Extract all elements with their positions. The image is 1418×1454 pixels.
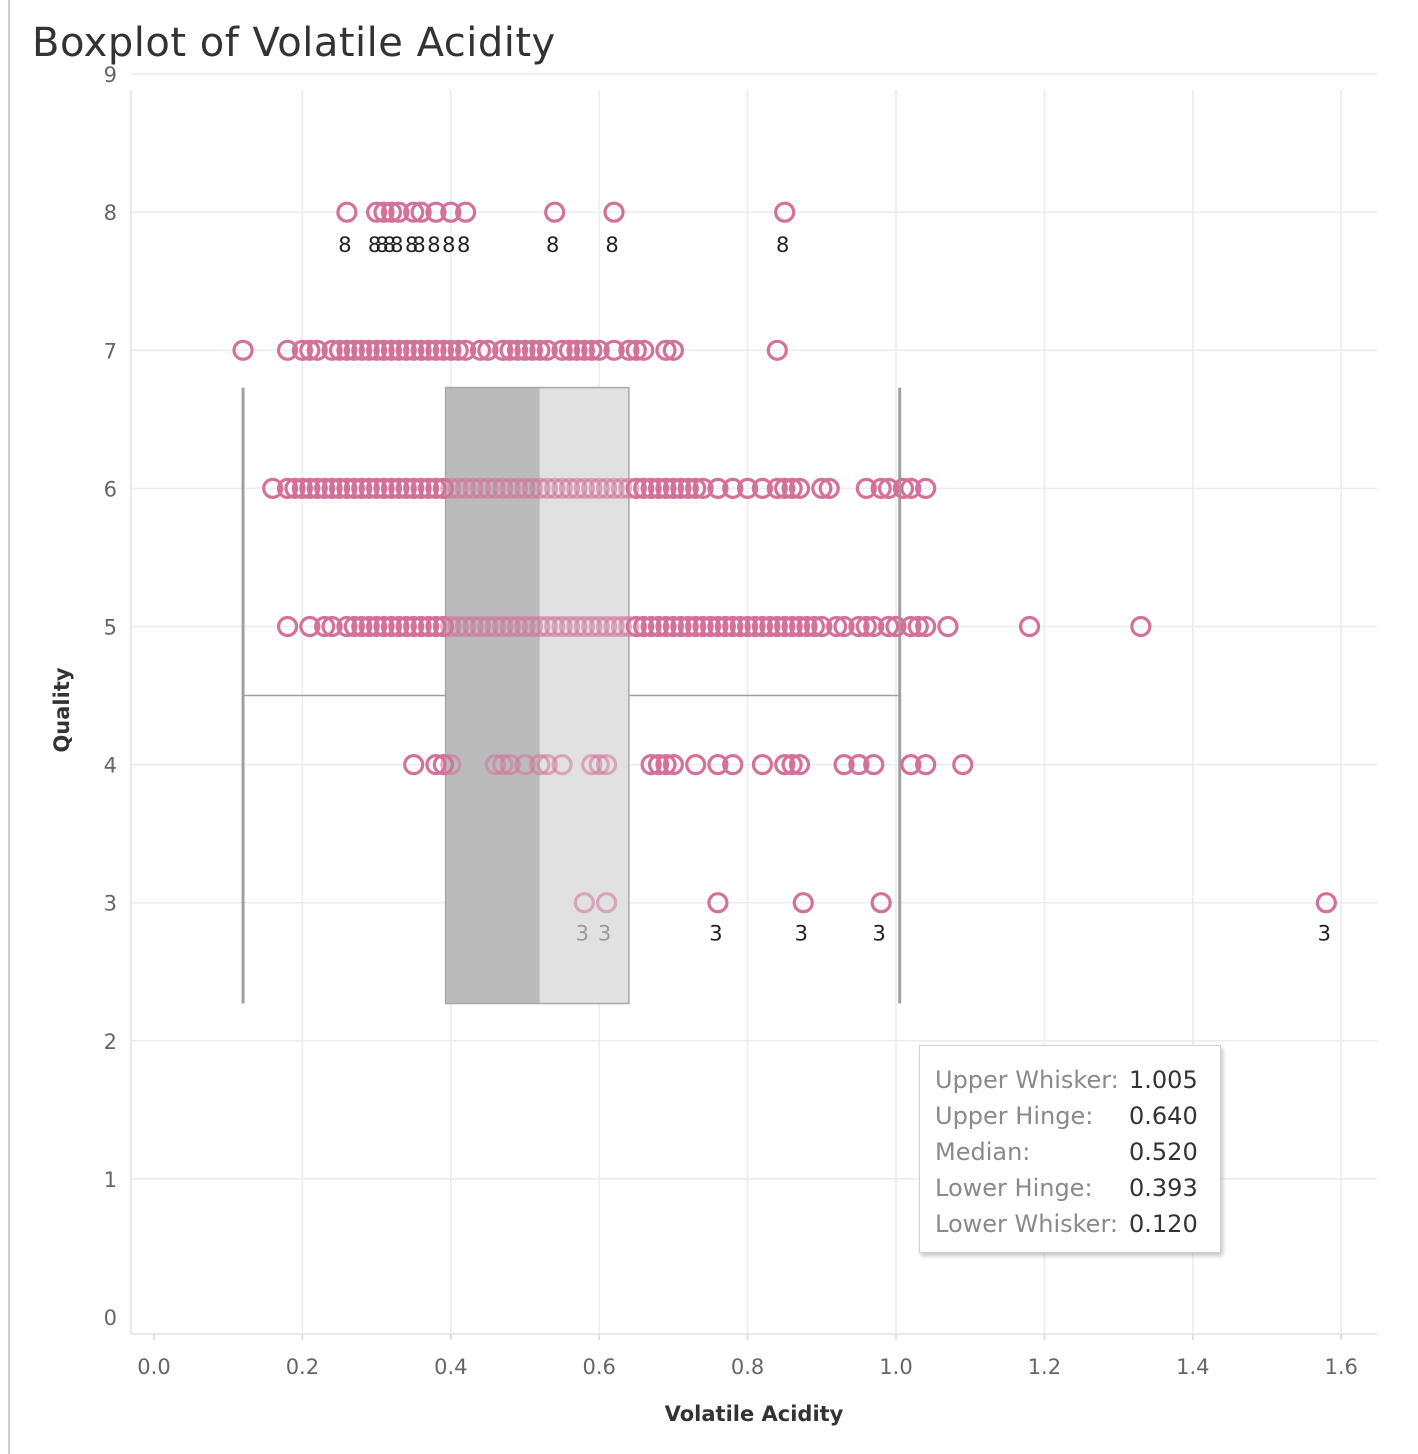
tooltip-label: Median: — [935, 1138, 1129, 1166]
data-label-q3: 3 — [709, 922, 722, 946]
tooltip-value: 0.393 — [1129, 1174, 1198, 1202]
tooltip-row-median: Median: 0.520 — [935, 1134, 1206, 1170]
x-tick-label: 1.4 — [1176, 1355, 1209, 1379]
x-tick-label: 0.8 — [731, 1355, 764, 1379]
y-tick-label: 6 — [104, 477, 117, 501]
y-tick-label: 4 — [104, 754, 117, 778]
x-tick-label: 0.2 — [286, 1355, 319, 1379]
y-tick-label: 9 — [104, 63, 117, 87]
y-tick-label: 7 — [104, 339, 117, 363]
data-label-q8: 8 — [605, 233, 618, 257]
data-label-q8: 8 — [776, 233, 789, 257]
y-tick-label: 1 — [104, 1168, 117, 1192]
tooltip-value: 0.640 — [1129, 1102, 1198, 1130]
tooltip-label: Lower Hinge: — [935, 1174, 1129, 1202]
tooltip-row-upper-whisker: Upper Whisker: 1.005 — [935, 1062, 1206, 1098]
data-label-q3: 3 — [576, 922, 589, 946]
y-tick-label: 5 — [104, 616, 117, 640]
data-label-q3: 3 — [1318, 922, 1331, 946]
y-tick-label: 3 — [104, 892, 117, 916]
data-label-q8: 8 — [546, 233, 559, 257]
data-label-q3: 3 — [872, 922, 885, 946]
x-tick-label: 1.0 — [879, 1355, 912, 1379]
tooltip-value: 0.120 — [1129, 1210, 1198, 1238]
x-tick-label: 0.0 — [137, 1355, 170, 1379]
points-layer — [234, 203, 1335, 912]
y-axis-title: Quality — [50, 667, 74, 752]
data-label-q8: 8 — [442, 233, 455, 257]
data-label-q3: 3 — [795, 922, 808, 946]
data-label-q8: 8 — [427, 233, 440, 257]
tooltip-row-lower-whisker: Lower Whisker: 0.120 — [935, 1206, 1206, 1242]
tooltip-value: 0.520 — [1129, 1138, 1198, 1166]
x-tick-label: 0.6 — [582, 1355, 615, 1379]
data-label-q3: 3 — [598, 922, 611, 946]
data-label-q8: 8 — [412, 233, 425, 257]
x-axis-title: Volatile Acidity — [665, 1402, 844, 1426]
tooltip-label: Upper Whisker: — [935, 1066, 1129, 1094]
tooltip-row-upper-hinge: Upper Hinge: 0.640 — [935, 1098, 1206, 1134]
tooltip-row-lower-hinge: Lower Hinge: 0.393 — [935, 1170, 1206, 1206]
data-label-q8: 8 — [338, 233, 351, 257]
x-tick-label: 1.6 — [1324, 1355, 1357, 1379]
tooltip-value: 1.005 — [1129, 1066, 1198, 1094]
x-tick-label: 0.4 — [434, 1355, 467, 1379]
tooltip-label: Lower Whisker: — [935, 1210, 1129, 1238]
data-label-q8: 8 — [390, 233, 403, 257]
y-tick-label: 8 — [104, 201, 117, 225]
y-tick-label: 2 — [104, 1030, 117, 1054]
y-tick-label: 0 — [104, 1306, 117, 1330]
box-stats-tooltip: Upper Whisker: 1.005 Upper Hinge: 0.640 … — [919, 1045, 1221, 1253]
x-tick-label: 1.2 — [1028, 1355, 1061, 1379]
tooltip-label: Upper Hinge: — [935, 1102, 1129, 1130]
data-label-q8: 8 — [457, 233, 470, 257]
